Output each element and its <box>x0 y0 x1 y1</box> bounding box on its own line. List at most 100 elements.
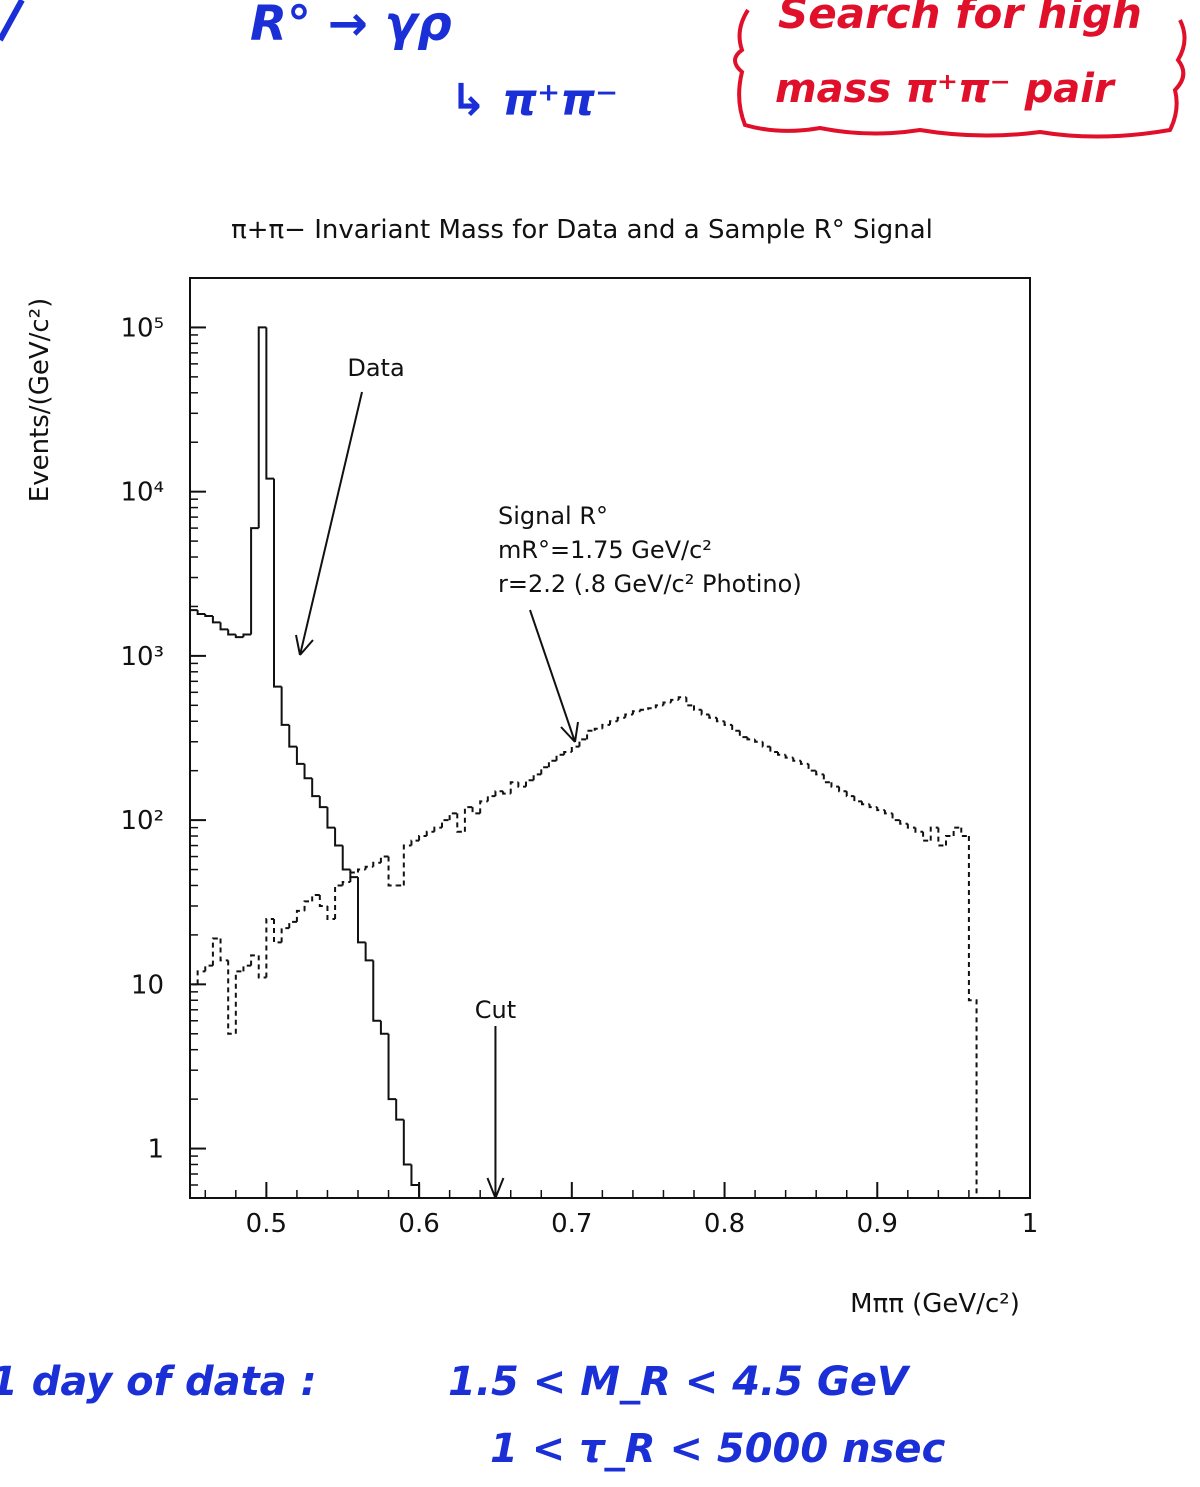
handwritten-stroke <box>0 0 25 42</box>
histogram-bin <box>257 326 267 529</box>
handwritten-note: Search for high <box>778 0 1142 38</box>
histogram-bin <box>219 938 229 962</box>
histogram-bin <box>311 893 320 902</box>
signal-note: r=2.2 (.8 GeV/c² Photino) <box>498 570 802 598</box>
handwritten-note: 1.5 < M_R < 4.5 GeV <box>448 1359 911 1405</box>
histogram-bin <box>189 983 198 1198</box>
histogram-bin <box>937 827 946 847</box>
histogram-bin <box>845 791 855 798</box>
histogram-bin <box>853 796 862 803</box>
histogram-bin <box>807 763 817 772</box>
data-label: Data <box>347 354 404 382</box>
x-tick-label: 1 <box>1022 1209 1039 1239</box>
histogram-bin <box>570 745 580 752</box>
histogram-bin <box>761 741 771 748</box>
histogram-bin <box>357 868 366 873</box>
histogram-bin <box>280 686 290 726</box>
y-tick-label: 10² <box>120 806 164 836</box>
histogram-bin <box>288 724 297 748</box>
histogram-bin <box>922 831 931 842</box>
chart-title: π+π− Invariant Mass for Data and a Sampl… <box>231 215 933 245</box>
histogram-bin <box>227 960 236 1035</box>
histogram-bin <box>471 807 481 815</box>
histogram-bin <box>486 795 496 802</box>
y-tick-label: 10⁴ <box>120 478 164 508</box>
handwritten-box <box>733 8 1187 139</box>
histogram-bin <box>746 737 756 741</box>
histogram-bin <box>349 871 358 882</box>
histogram-bin <box>593 727 603 731</box>
histogram-bin <box>624 713 633 718</box>
histogram-bin <box>303 900 313 911</box>
histogram-bin <box>189 609 198 1198</box>
histogram-bin <box>227 629 236 636</box>
histogram-bin <box>402 1119 412 1166</box>
histogram-bin <box>769 746 778 753</box>
histogram-bin <box>494 790 504 797</box>
histogram-bin <box>341 845 351 871</box>
histogram-bin <box>693 705 702 711</box>
histogram-bin <box>280 927 290 943</box>
histogram-bin <box>616 716 626 722</box>
histogram-bin <box>540 766 549 775</box>
handwritten-note: 1 < τ_R < 5000 nsec <box>490 1426 946 1472</box>
histogram-bin <box>647 707 656 710</box>
histogram-bin <box>334 884 343 919</box>
histogram-bin <box>784 754 794 759</box>
histogram-bin <box>295 746 305 765</box>
histogram-bin <box>372 960 381 1022</box>
histogram-bin <box>960 827 969 838</box>
histogram-bin <box>326 905 336 920</box>
histogram-bin <box>662 701 672 706</box>
histogram-bin <box>609 720 618 725</box>
x-axis-label: Mππ (GeV/c²) <box>850 1289 1020 1319</box>
histogram-bin <box>234 634 244 639</box>
histogram-bin <box>257 955 267 979</box>
histogram-bin <box>387 856 397 887</box>
x-tick-label: 0.8 <box>704 1209 745 1239</box>
histogram-bin <box>265 327 274 480</box>
histogram-bin <box>883 810 893 815</box>
histogram-bin <box>204 613 213 617</box>
histogram-bin <box>906 823 916 829</box>
histogram-bin <box>211 937 221 966</box>
histogram-bin <box>822 774 832 784</box>
x-tick-label: 0.6 <box>398 1209 439 1239</box>
y-axis-label: Events/(GeV/c²) <box>25 298 55 502</box>
histogram-bin <box>700 709 710 716</box>
histogram-bin <box>532 773 542 781</box>
histogram-bin <box>670 698 679 703</box>
histogram-bin <box>418 835 427 841</box>
histogram-bin <box>929 826 939 841</box>
histogram-bin <box>395 1099 404 1121</box>
histogram-bin <box>578 738 588 747</box>
histogram-bin <box>234 970 244 1034</box>
histogram-bin <box>463 806 473 832</box>
histogram-bin <box>914 827 924 833</box>
cut-arrow <box>486 1026 505 1199</box>
histogram-bin <box>509 781 519 794</box>
plot-frame <box>189 277 1031 1199</box>
histogram-bin <box>311 778 320 798</box>
y-tick-label: 10 <box>131 970 164 1000</box>
histogram-bin <box>799 760 809 765</box>
histogram-bin <box>838 786 847 793</box>
handwritten-note: ↳ π⁺π⁻ <box>450 75 618 126</box>
histogram-bin <box>334 827 343 847</box>
histogram-bin <box>219 622 229 631</box>
histogram-bin <box>303 763 313 780</box>
histogram-bin <box>425 830 435 837</box>
histogram-bin <box>204 964 213 972</box>
histogram-bin <box>250 527 259 635</box>
histogram-bin <box>685 697 694 707</box>
y-tick-label: 10⁵ <box>120 313 164 343</box>
histogram-bin <box>563 750 572 755</box>
histogram-bin <box>731 724 740 732</box>
histogram-bin <box>318 796 328 809</box>
y-tick-label: 10³ <box>120 642 164 672</box>
histogram-bin <box>273 478 282 688</box>
histogram-bin <box>379 1020 389 1035</box>
histogram-bin <box>876 807 885 812</box>
handwritten-note: R° → γρ <box>250 0 452 52</box>
